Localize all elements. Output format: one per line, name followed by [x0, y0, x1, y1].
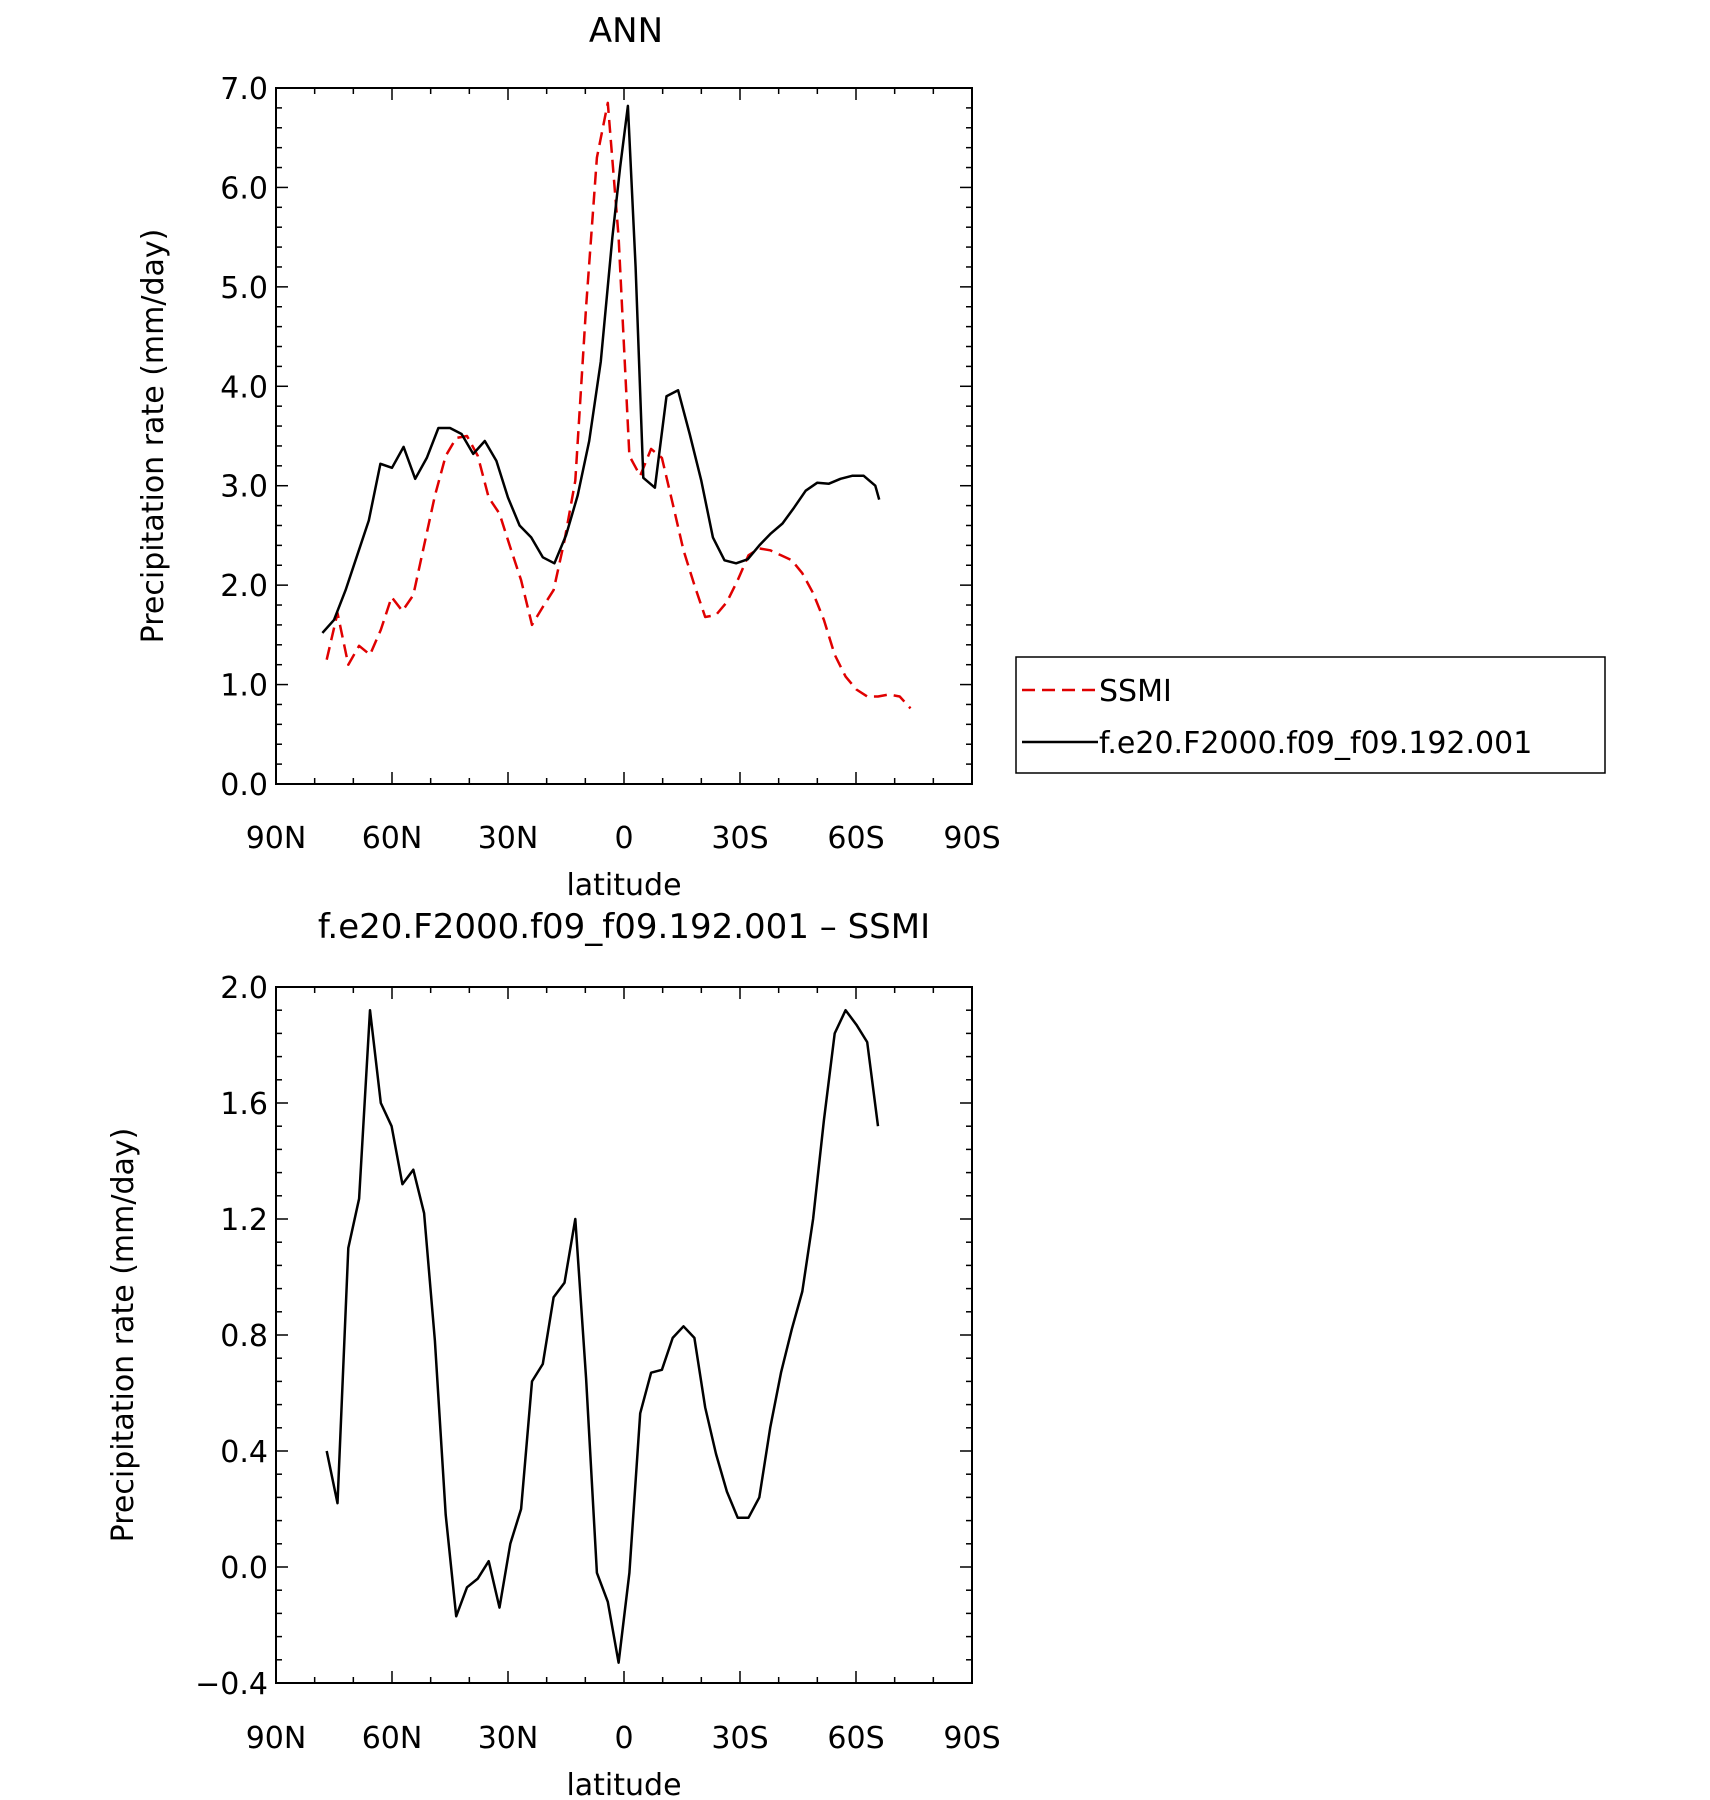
top-y-tick-label: 1.0 [220, 669, 268, 704]
top-y-tick-label: 2.0 [220, 569, 268, 604]
bottom-x-tick-label: 30N [478, 1721, 539, 1756]
bottom-plot-area: 90N 60N 30N 0 30S 60S 90S −0.4 0.0 0.4 0.8 1.2 1.6 2.… [195, 971, 1000, 1756]
top-y-axis-label: Precipitation rate (mm/day) [136, 229, 171, 644]
bottom-x-tick-label: 60S [827, 1721, 884, 1756]
top-x-tick-label: 90N [246, 821, 307, 856]
bottom-y-tick-label: 0.8 [220, 1319, 268, 1354]
bottom-x-tick-label: 60N [362, 1721, 423, 1756]
top-panel: ANN 90N 60N 30N 0 30S 60S 90S 0.0 1.0 2.0 3.0 4.0 5.… [136, 11, 1001, 903]
bottom-x-tick-label: 30S [711, 1721, 768, 1756]
top-chart-title: ANN [589, 11, 663, 51]
bottom-x-axis-label: latitude [566, 1768, 681, 1800]
top-x-tick-label: 90S [943, 821, 1000, 856]
bottom-y-tick-label: −0.4 [195, 1667, 268, 1702]
legend-box [1015, 656, 1606, 774]
top-y-tick-label: 6.0 [220, 171, 268, 206]
bottom-x-tick-label: 0 [614, 1721, 633, 1756]
bottom-y-axis-label: Precipitation rate (mm/day) [106, 1128, 141, 1543]
top-x-axis-label: latitude [566, 868, 681, 903]
top-x-tick-label: 30S [711, 821, 768, 856]
legend-label-ssmi: SSMI [1099, 674, 1172, 709]
top-plot-area: 90N 60N 30N 0 30S 60S 90S 0.0 1.0 2.0 3.0 4.0 5.0 6.0… [220, 72, 1000, 856]
top-series-line-1 [325, 101, 912, 710]
bottom-panel: f.e20.F2000.f09_f09.192.001 – SSMI 90N 60… [106, 907, 1001, 1800]
top-x-tick-label: 30N [478, 821, 539, 856]
top-series-line-2 [321, 104, 881, 634]
bottom-y-tick-label: 0.4 [220, 1435, 268, 1470]
bottom-series-line-1 [325, 1008, 880, 1664]
bottom-y-tick-label: 1.2 [220, 1203, 268, 1238]
legend: SSMI f.e20.F2000.f09_f09.192.001 [1015, 656, 1606, 774]
top-y-tick-label: 5.0 [220, 271, 268, 306]
top-x-tick-label: 60S [827, 821, 884, 856]
bottom-x-tick-label: 90N [246, 1721, 307, 1756]
bottom-y-tick-label: 2.0 [220, 971, 268, 1006]
top-y-tick-label: 7.0 [220, 72, 268, 107]
top-x-tick-label: 0 [614, 821, 633, 856]
top-x-tick-label: 60N [362, 821, 423, 856]
top-y-tick-label: 0.0 [220, 768, 268, 803]
bottom-chart-title: f.e20.F2000.f09_f09.192.001 – SSMI [318, 907, 930, 947]
top-y-tick-label: 4.0 [220, 370, 268, 405]
bottom-y-tick-label: 0.0 [220, 1551, 268, 1586]
top-y-tick-label: 3.0 [220, 470, 268, 505]
legend-label-model: f.e20.F2000.f09_f09.192.001 [1099, 726, 1532, 761]
bottom-y-tick-label: 1.6 [220, 1087, 268, 1122]
bottom-x-tick-label: 90S [943, 1721, 1000, 1756]
